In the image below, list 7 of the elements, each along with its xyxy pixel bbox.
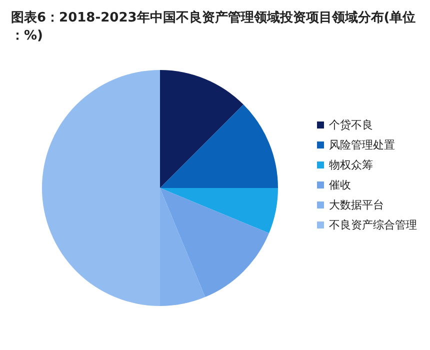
legend-label: 个贷不良: [329, 118, 373, 132]
chart-title: 图表6：2018-2023年中国不良资产管理领域投资项目领域分布(单位：%): [11, 10, 416, 44]
legend-label: 大数据平台: [329, 198, 384, 212]
legend-label: 风险管理处置: [329, 138, 395, 152]
legend-label: 催收: [329, 178, 351, 192]
legend-label: 物权众筹: [329, 158, 373, 172]
legend-label: 不良资产综合管理: [329, 218, 417, 232]
